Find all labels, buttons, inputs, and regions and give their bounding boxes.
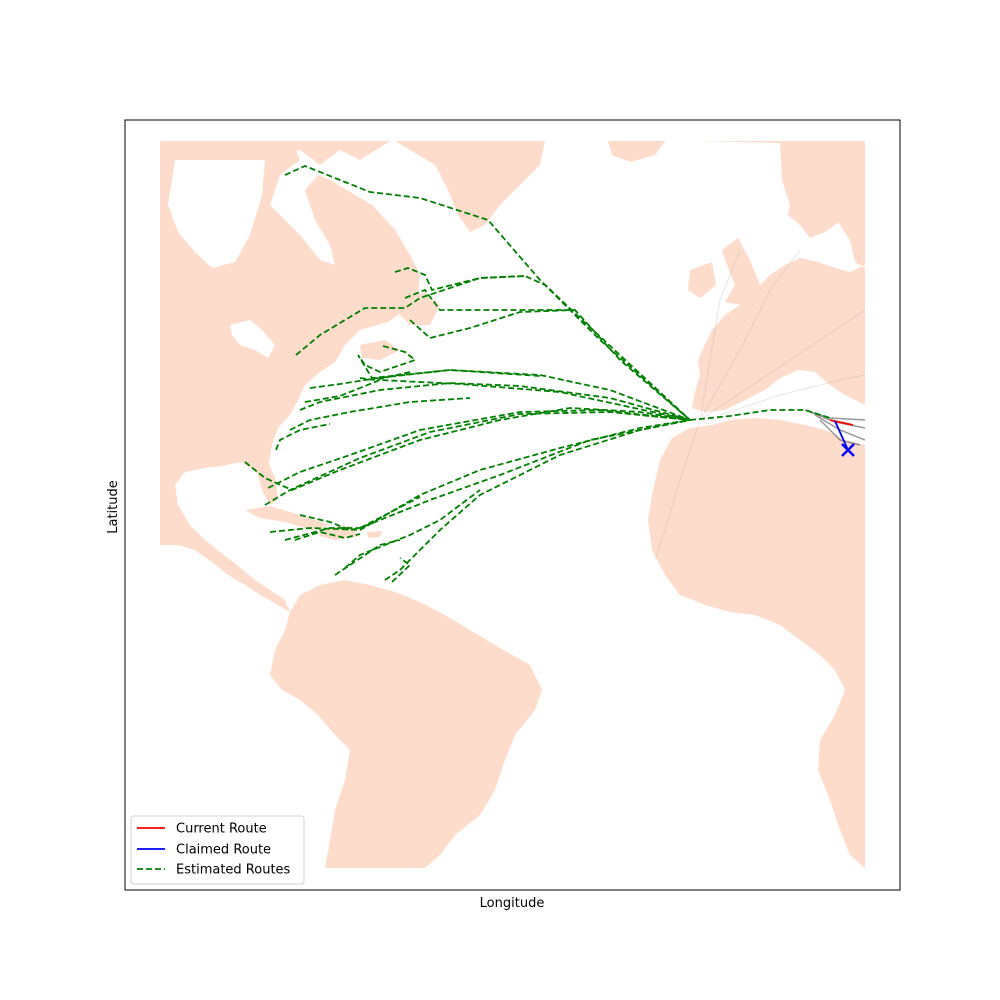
traffic-lane bbox=[654, 419, 701, 561]
estimated-routes bbox=[244, 165, 831, 583]
estimated-route bbox=[409, 309, 576, 339]
claimed-destination-marker bbox=[841, 443, 855, 457]
iceland bbox=[608, 141, 665, 162]
claimed-route-line bbox=[834, 420, 849, 451]
estimated-route bbox=[299, 496, 421, 531]
traffic-lane bbox=[719, 374, 865, 416]
estimated-route bbox=[391, 557, 412, 583]
legend-label-current-route: Current Route bbox=[176, 822, 267, 837]
arctic-islands bbox=[160, 141, 390, 165]
x-axis-label: Longitude bbox=[480, 896, 545, 911]
legend-label-estimated-routes: Estimated Routes bbox=[176, 863, 291, 878]
estimated-route bbox=[284, 419, 691, 541]
south-america-landmass bbox=[270, 580, 542, 868]
estimated-route bbox=[299, 382, 691, 421]
background-traffic bbox=[654, 249, 865, 561]
map-area bbox=[160, 141, 865, 868]
estimated-route bbox=[244, 407, 691, 491]
estimated-route bbox=[357, 345, 691, 421]
estimated-route bbox=[295, 275, 526, 356]
traffic-lane bbox=[699, 249, 801, 421]
estimated-route bbox=[309, 369, 541, 389]
legend: Current Route Claimed Route Estimated Ro… bbox=[130, 815, 305, 885]
estimated-route bbox=[359, 371, 411, 381]
africa-landmass bbox=[648, 418, 865, 868]
greenland bbox=[395, 141, 545, 232]
italy bbox=[820, 340, 860, 390]
cuba bbox=[245, 506, 330, 530]
traffic-lane bbox=[699, 309, 865, 421]
legend-box bbox=[130, 815, 305, 885]
ireland bbox=[688, 262, 716, 298]
traffic-lane bbox=[699, 249, 741, 421]
estimated-route bbox=[275, 423, 331, 451]
newfoundland bbox=[400, 292, 440, 325]
estimated-route bbox=[304, 379, 691, 421]
y-axis-label: Latitude bbox=[106, 480, 121, 534]
estimated-route bbox=[384, 419, 691, 581]
florida-peninsula bbox=[255, 462, 278, 505]
estimated-route bbox=[394, 267, 691, 421]
puerto-rico bbox=[367, 531, 382, 538]
estimated-route bbox=[267, 409, 691, 489]
estimated-route bbox=[344, 489, 481, 569]
estimated-route bbox=[269, 419, 691, 533]
scandinavia bbox=[780, 141, 865, 238]
estimated-route bbox=[334, 539, 401, 576]
land-layer bbox=[160, 141, 865, 868]
estimated-route bbox=[289, 397, 471, 431]
estimated-route bbox=[294, 531, 361, 541]
current-route-line bbox=[829, 419, 854, 426]
great-lakes bbox=[230, 320, 275, 358]
estimated-route bbox=[404, 288, 691, 421]
great-britain bbox=[722, 238, 760, 305]
hudson-bay bbox=[168, 160, 265, 268]
legend-label-claimed-route: Claimed Route bbox=[176, 843, 271, 858]
nova-scotia bbox=[360, 340, 400, 360]
